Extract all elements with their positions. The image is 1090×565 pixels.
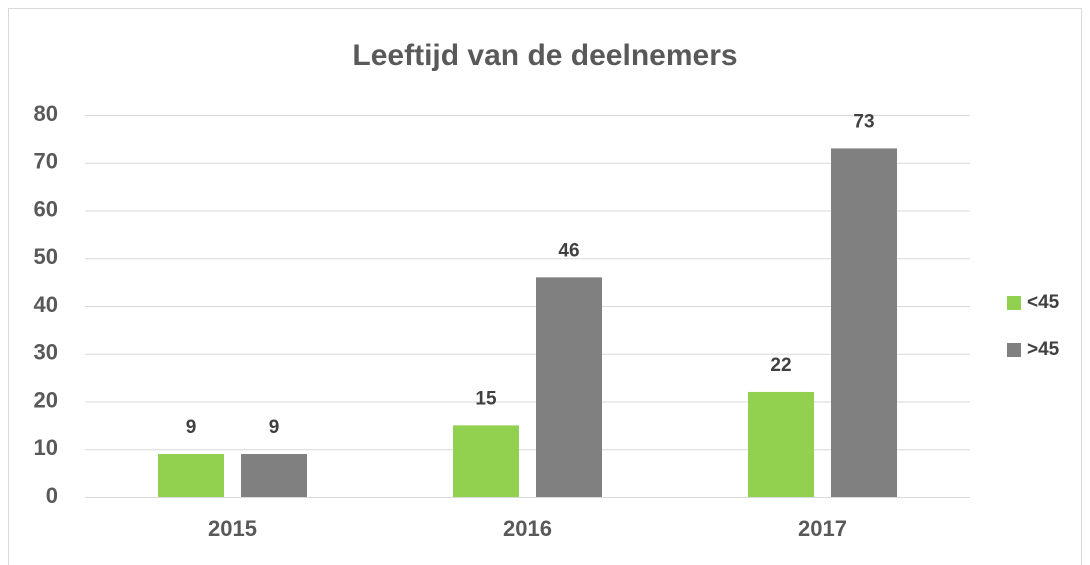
y-tick-label: 40: [34, 292, 58, 317]
x-tick-label: 2015: [208, 516, 257, 541]
data-label: 9: [186, 417, 197, 438]
chart-title: Leeftijd van de deelnemers: [352, 39, 737, 72]
y-tick-label: 10: [34, 435, 58, 460]
y-tick-label: 30: [34, 340, 58, 365]
legend-swatch: [1007, 296, 1021, 310]
y-tick-label: 80: [34, 101, 58, 126]
y-tick-label: 0: [46, 483, 58, 508]
y-tick-label: 60: [34, 196, 58, 221]
x-tick-label: 2017: [798, 516, 847, 541]
data-label: 15: [475, 388, 497, 409]
bar: [748, 391, 814, 497]
data-label: 46: [558, 240, 579, 261]
bar: [536, 277, 602, 497]
bar: [241, 454, 307, 497]
legend-swatch: [1007, 343, 1021, 357]
y-tick-label: 50: [34, 244, 58, 269]
data-label: 22: [770, 355, 791, 376]
legend-label: >45: [1027, 339, 1060, 360]
bar: [158, 454, 224, 497]
x-tick-label: 2016: [503, 516, 552, 541]
data-label: 9: [269, 417, 280, 438]
bar: [831, 148, 897, 498]
y-tick-label: 70: [34, 149, 58, 174]
bar: [453, 425, 519, 497]
data-label: 73: [853, 111, 874, 132]
legend-label: <45: [1027, 292, 1060, 313]
y-tick-label: 20: [34, 387, 58, 412]
